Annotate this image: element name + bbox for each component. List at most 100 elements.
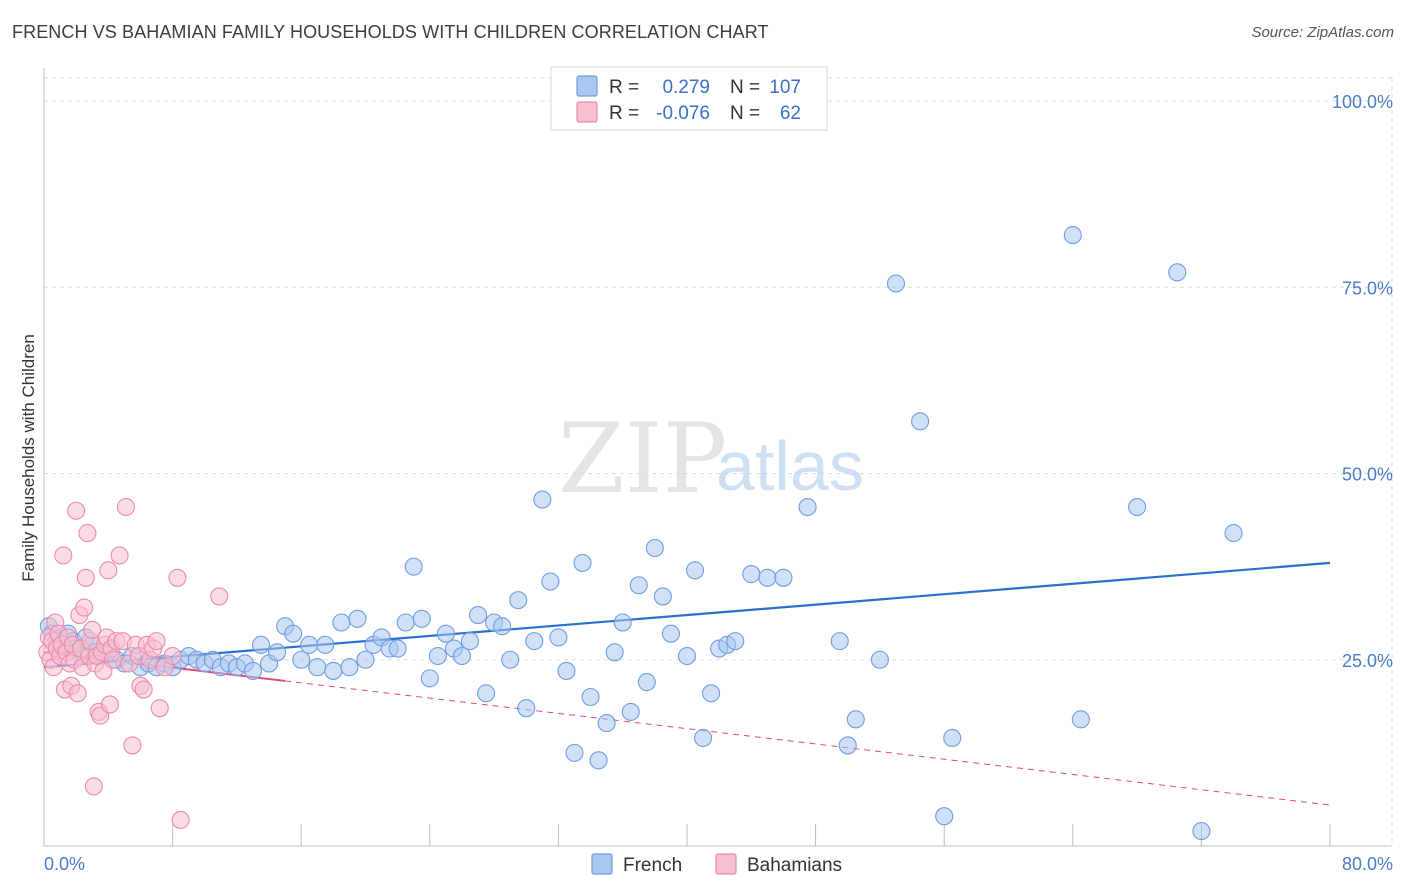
- legend-bottom-swatch-bahamians: [715, 853, 737, 875]
- french-point-50: [396, 613, 415, 632]
- bahamians-point-56: [150, 699, 169, 718]
- french-point-53: [420, 669, 439, 688]
- french-point-96: [838, 736, 857, 755]
- french-point-45: [356, 650, 375, 669]
- bahamians-point-43: [110, 546, 129, 565]
- french-point-42: [332, 613, 351, 632]
- bahamians-point-59: [168, 568, 187, 587]
- trend-lines: [43, 561, 1331, 806]
- y-tick-label-3: 100.0%: [1332, 92, 1393, 112]
- french-point-81: [645, 538, 664, 558]
- french-point-64: [509, 591, 528, 610]
- french-point-103: [1063, 226, 1082, 245]
- french-point-71: [565, 743, 584, 762]
- french-point-63: [501, 650, 520, 669]
- bahamians-point-23: [75, 598, 94, 617]
- french-point-75: [597, 714, 616, 733]
- bahamians-point-51: [134, 680, 153, 699]
- watermark-atlas: atlas: [716, 427, 864, 505]
- bahamians-point-38: [99, 561, 118, 580]
- french-point-80: [637, 673, 656, 692]
- french-point-60: [477, 684, 496, 703]
- y-tick-labels: 25.0% 50.0% 75.0% 100.0%: [1332, 92, 1393, 671]
- french-point-67: [533, 490, 552, 509]
- french-point-90: [726, 632, 745, 651]
- french-point-73: [581, 687, 600, 707]
- series-bahamians-points: [38, 497, 229, 829]
- french-point-36: [284, 624, 303, 643]
- french-point-78: [621, 702, 640, 721]
- french-point-39: [308, 658, 327, 677]
- y-tick-label-2: 75.0%: [1342, 278, 1393, 298]
- french-point-32: [251, 635, 271, 654]
- french-point-31: [243, 661, 263, 680]
- french-point-100: [911, 412, 930, 431]
- bahamians-point-55: [147, 632, 166, 651]
- legend-n-label-bahamians: N =: [730, 103, 760, 124]
- french-point-97: [846, 710, 865, 729]
- french-point-101: [935, 807, 954, 826]
- french-point-72: [573, 553, 592, 572]
- french-point-93: [774, 568, 793, 587]
- series-french-points: [39, 226, 1243, 841]
- french-point-58: [460, 632, 480, 651]
- bahamians-point-39: [100, 695, 119, 714]
- y-tick-label-1: 50.0%: [1342, 465, 1393, 485]
- french-point-86: [694, 728, 713, 748]
- french-point-92: [758, 568, 777, 587]
- french-point-43: [340, 658, 359, 677]
- french-point-107: [1192, 822, 1211, 841]
- french-point-38: [300, 635, 319, 654]
- y-tick-label-0: 25.0%: [1342, 651, 1393, 671]
- french-point-62: [493, 617, 512, 636]
- french-point-68: [541, 572, 560, 591]
- legend-bottom-label-french: French: [623, 855, 682, 876]
- french-point-41: [324, 661, 343, 680]
- french-point-69: [549, 628, 568, 647]
- legend-r-value-french: 0.279: [662, 77, 710, 98]
- french-point-91: [742, 565, 761, 584]
- legend-r-label-bahamians: R =: [609, 103, 639, 124]
- french-point-98: [870, 650, 889, 669]
- bahamians-point-47: [123, 736, 142, 755]
- french-point-66: [525, 632, 544, 651]
- french-point-95: [830, 632, 849, 651]
- bahamians-point-19: [68, 684, 87, 703]
- legend-r-value-bahamians: -0.076: [656, 103, 710, 124]
- source-credit: Source: ZipAtlas.com: [1251, 24, 1394, 41]
- legend-n-label-french: N =: [730, 77, 760, 98]
- french-point-51: [404, 557, 423, 576]
- french-point-106: [1168, 263, 1187, 282]
- french-point-99: [886, 274, 906, 293]
- chart-title: FRENCH VS BAHAMIAN FAMILY HOUSEHOLDS WIT…: [12, 22, 769, 42]
- french-point-83: [661, 624, 680, 643]
- french-point-82: [653, 587, 672, 606]
- french-point-76: [605, 643, 624, 662]
- watermark-zip: ZIP: [558, 403, 727, 515]
- french-point-65: [517, 699, 536, 718]
- legend-bottom-label-bahamians: Bahamians: [747, 855, 842, 876]
- y-axis-label: Family Households with Children: [19, 334, 38, 582]
- french-point-87: [702, 684, 721, 703]
- french-point-102: [943, 728, 962, 748]
- french-point-59: [468, 605, 488, 625]
- bahamians-point-61: [210, 587, 229, 606]
- bahamians-point-18: [67, 501, 86, 520]
- x-tick-labels: 0.0% 80.0%: [44, 854, 1393, 874]
- x-tick-label-1: 80.0%: [1342, 854, 1393, 874]
- trend-line-bahamians-dashed: [285, 680, 1331, 806]
- french-point-34: [268, 643, 287, 662]
- french-point-57: [452, 646, 472, 666]
- bahamians-point-60: [171, 810, 190, 829]
- x-tick-label-0: 0.0%: [44, 854, 85, 874]
- french-point-85: [685, 561, 705, 580]
- axes: [43, 68, 1392, 847]
- legend-r-label-french: R =: [609, 77, 639, 98]
- french-point-79: [629, 576, 648, 595]
- french-point-104: [1071, 710, 1090, 729]
- french-point-108: [1224, 524, 1243, 543]
- french-point-94: [798, 497, 817, 517]
- legend-series: French Bahamians: [591, 853, 842, 876]
- legend-swatch-bahamians: [576, 101, 598, 123]
